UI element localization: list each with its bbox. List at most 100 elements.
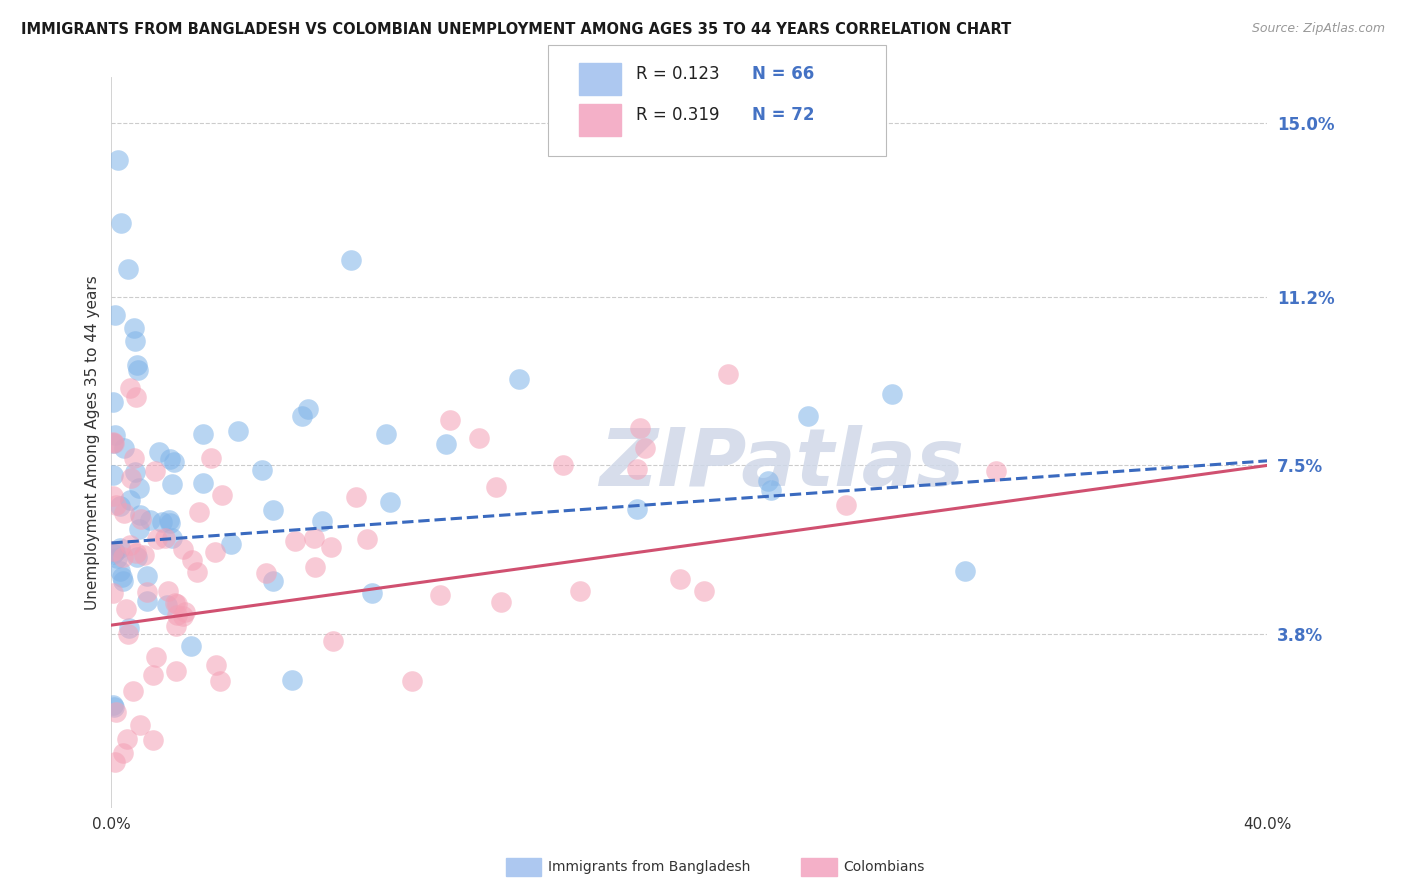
Point [122, 451, 145, 466]
Point [485, 480, 508, 494]
Text: Source: ZipAtlas.com: Source: ZipAtlas.com [1251, 22, 1385, 36]
Point [112, 549, 135, 564]
Point [953, 564, 976, 578]
Point [378, 495, 401, 509]
Point [110, 217, 132, 231]
Text: N = 72: N = 72 [752, 106, 814, 124]
Point [112, 506, 135, 520]
Point [717, 367, 740, 381]
Point [191, 475, 214, 490]
Point [489, 595, 512, 609]
Point [835, 498, 858, 512]
Text: Immigrants from Bangladesh: Immigrants from Bangladesh [548, 860, 751, 874]
Text: ZIPatlas: ZIPatlas [599, 425, 965, 503]
Point [103, 436, 125, 450]
Point [103, 700, 125, 714]
Point [128, 362, 150, 376]
Point [105, 550, 128, 565]
Point [146, 532, 169, 546]
Point [181, 552, 204, 566]
Point [150, 515, 173, 529]
Point [219, 537, 242, 551]
Point [165, 664, 187, 678]
Point [302, 531, 325, 545]
Point [122, 684, 145, 698]
Point [356, 532, 378, 546]
Point [134, 548, 156, 562]
Point [434, 437, 457, 451]
Point [344, 490, 367, 504]
Point [361, 586, 384, 600]
Point [191, 427, 214, 442]
Point [756, 474, 779, 488]
Point [166, 597, 188, 611]
Point [882, 387, 904, 401]
Point [204, 544, 226, 558]
Point [156, 599, 179, 613]
Point [120, 538, 142, 552]
Point [180, 639, 202, 653]
Point [569, 584, 592, 599]
Point [120, 471, 142, 485]
Point [429, 588, 451, 602]
Point [142, 733, 165, 747]
Point [101, 586, 124, 600]
Point [626, 501, 648, 516]
Point [125, 390, 148, 404]
Point [186, 565, 208, 579]
Point [439, 413, 461, 427]
Point [281, 673, 304, 687]
Point [340, 252, 363, 267]
Point [262, 574, 284, 588]
Point [101, 435, 124, 450]
Point [174, 605, 197, 619]
Point [101, 547, 124, 561]
Point [304, 560, 326, 574]
Point [135, 594, 157, 608]
Point [252, 463, 274, 477]
Point [135, 584, 157, 599]
Point [628, 420, 651, 434]
Point [761, 483, 783, 497]
Point [634, 441, 657, 455]
Point [128, 481, 150, 495]
Point [125, 546, 148, 560]
Point [112, 574, 135, 588]
Point [112, 746, 135, 760]
Point [122, 321, 145, 335]
Point [108, 499, 131, 513]
Point [163, 455, 186, 469]
Point [209, 673, 232, 688]
Point [693, 583, 716, 598]
Point [129, 512, 152, 526]
Point [136, 569, 159, 583]
Point [104, 755, 127, 769]
Point [226, 424, 249, 438]
Point [297, 402, 319, 417]
Point [401, 673, 423, 688]
Point [104, 427, 127, 442]
Point [204, 657, 226, 672]
Point [127, 549, 149, 564]
Point [148, 444, 170, 458]
Point [211, 488, 233, 502]
Point [165, 619, 187, 633]
Point [129, 718, 152, 732]
Point [374, 426, 396, 441]
Point [104, 706, 127, 720]
Point [172, 542, 194, 557]
Point [159, 516, 181, 530]
Point [124, 334, 146, 348]
Point [311, 514, 333, 528]
Point [101, 394, 124, 409]
Point [107, 153, 129, 167]
Point [200, 450, 222, 465]
Point [626, 462, 648, 476]
Text: Colombians: Colombians [844, 860, 925, 874]
Point [112, 441, 135, 455]
Point [322, 634, 344, 648]
Point [153, 531, 176, 545]
Point [187, 505, 209, 519]
Point [162, 531, 184, 545]
Point [115, 732, 138, 747]
